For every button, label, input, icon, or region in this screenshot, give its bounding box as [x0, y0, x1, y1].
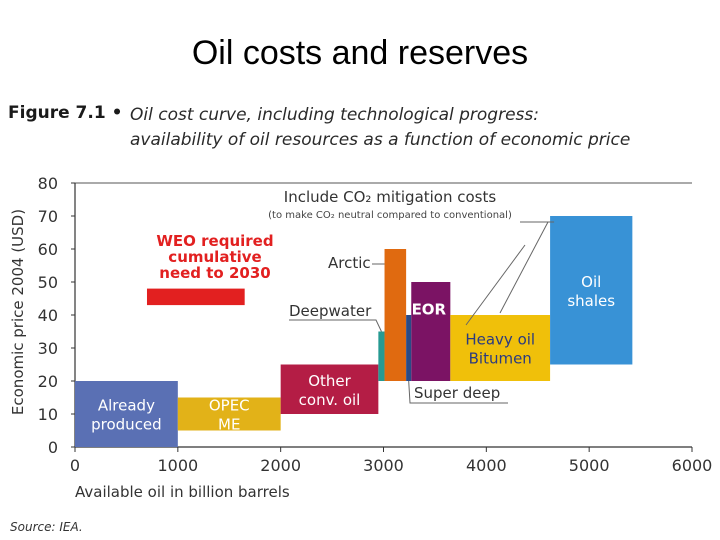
x-tick-label: 1000: [157, 456, 198, 475]
x-tick-label: 5000: [569, 456, 610, 475]
y-tick-label: 10: [38, 405, 58, 424]
deepwater-leader: [289, 319, 382, 332]
x-tick-label: 6000: [672, 456, 713, 475]
deepwater-label: Deepwater: [289, 302, 372, 320]
y-tick-label: 50: [38, 273, 58, 292]
block-label: produced: [91, 416, 162, 434]
block-2: [280, 364, 379, 414]
co2-leader-3: [465, 244, 526, 326]
weo-required-bar: [146, 288, 245, 306]
y-tick-label: 40: [38, 306, 58, 325]
weo-annotation: need to 2030: [159, 264, 270, 282]
arctic-label: Arctic: [328, 254, 371, 272]
co2-annotation-title: Include CO₂ mitigation costs: [284, 188, 497, 206]
block-1: [177, 397, 281, 431]
block-label: Already: [98, 397, 155, 415]
block-6: [411, 282, 451, 381]
block-label: EOR: [412, 301, 447, 319]
super-deep-leader: [408, 380, 508, 404]
co2-leader-2: [499, 221, 549, 314]
block-label: Heavy oil: [465, 331, 535, 349]
y-tick-label: 70: [38, 207, 58, 226]
block-label: Bitumen: [469, 350, 532, 368]
y-tick-label: 30: [38, 339, 58, 358]
y-tick-label: 80: [38, 174, 58, 193]
block-8: [550, 216, 633, 365]
x-tick-label: 4000: [466, 456, 507, 475]
block-label: Other: [308, 372, 351, 390]
figure-caption-line1: Oil cost curve, including technological …: [130, 105, 539, 125]
block-label: Oil: [581, 273, 601, 291]
x-tick-label: 3000: [363, 456, 404, 475]
source-note: Source: IEA.: [10, 520, 83, 534]
x-tick-label: 0: [70, 456, 80, 475]
x-tick-label: 2000: [260, 456, 301, 475]
weo-annotation: cumulative: [168, 248, 261, 266]
block-3: [378, 331, 385, 381]
block-4: [384, 249, 407, 381]
super-deep-label: Super deep: [414, 384, 500, 402]
block-5: [406, 315, 412, 381]
figure-label: Figure 7.1 •: [8, 103, 123, 123]
slide-title: Oil costs and reserves: [191, 34, 529, 72]
block-label: OPEC: [209, 397, 250, 415]
block-label: shales: [567, 292, 615, 310]
block-7: [450, 315, 551, 381]
block-label: conv. oil: [299, 391, 361, 409]
y-tick-label: 0: [48, 438, 58, 457]
co2-annotation-subtitle: (to make CO₂ neutral compared to convent…: [268, 210, 512, 221]
figure-caption-line2: availability of oil resources as a funct…: [130, 130, 631, 150]
y-axis-label: Economic price 2004 (USD): [9, 209, 27, 415]
block-0: [75, 381, 178, 447]
x-axis-label: Available oil in billion barrels: [75, 483, 290, 501]
block-label: ME: [218, 416, 240, 434]
y-tick-label: 60: [38, 240, 58, 259]
y-tick-label: 20: [38, 372, 58, 391]
figure-caption: Oil cost curve, including technological …: [130, 103, 630, 153]
weo-annotation: WEO required: [156, 232, 273, 250]
